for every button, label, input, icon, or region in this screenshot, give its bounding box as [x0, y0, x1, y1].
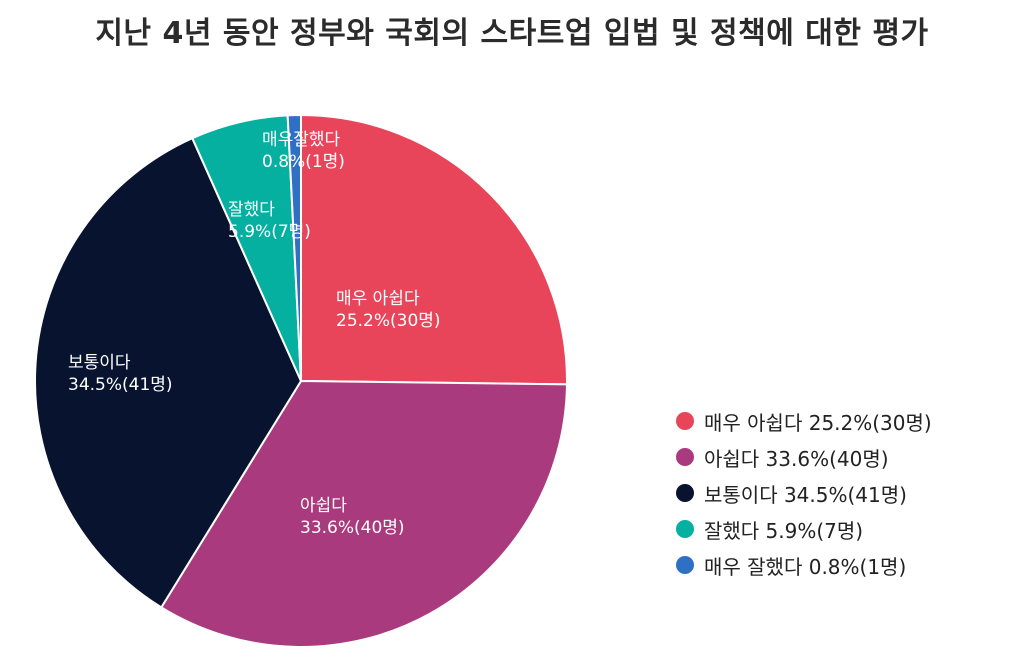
slice-label: 매우잘했다 0.8%(1명)	[262, 130, 345, 172]
pie-slice	[300, 113, 568, 386]
pie-slice	[286, 113, 302, 382]
legend-item: 잘했다 5.9%(7명)	[676, 511, 932, 547]
chart-title: 지난 4년 동안 정부와 국회의 스타트업 입법 및 정책에 대한 평가	[95, 16, 929, 51]
slice-label: 보통이다 34.5%(41명)	[68, 353, 173, 395]
legend-label: 잘했다 5.9%(7명)	[704, 518, 864, 543]
chart-legend: 매우 아쉽다 25.2%(30명) 아쉽다 33.6%(40명) 보통이다 34.5…	[676, 403, 932, 583]
pie-slice	[34, 136, 303, 609]
slice-label: 잘했다 5.9%(7명)	[228, 200, 311, 242]
legend-label: 매우 잘했다 0.8%(1명)	[704, 554, 907, 579]
pie-slice	[159, 379, 568, 648]
legend-swatch	[676, 556, 694, 574]
slice-label: 아쉽다 33.6%(40명)	[300, 496, 405, 538]
legend-item: 매우 아쉽다 25.2%(30명)	[676, 403, 932, 439]
slice-label: 매우 아쉽다 25.2%(30명)	[336, 289, 441, 331]
legend-item: 아쉽다 33.6%(40명)	[676, 439, 932, 475]
legend-item: 매우 잘했다 0.8%(1명)	[676, 547, 932, 583]
legend-swatch	[676, 448, 694, 466]
legend-label: 보통이다 34.5%(41명)	[704, 482, 907, 507]
legend-swatch	[676, 520, 694, 538]
legend-swatch	[676, 484, 694, 502]
legend-item: 보통이다 34.5%(41명)	[676, 475, 932, 511]
legend-swatch	[676, 412, 694, 430]
legend-label: 아쉽다 33.6%(40명)	[704, 446, 889, 471]
legend-label: 매우 아쉽다 25.2%(30명)	[704, 410, 932, 435]
